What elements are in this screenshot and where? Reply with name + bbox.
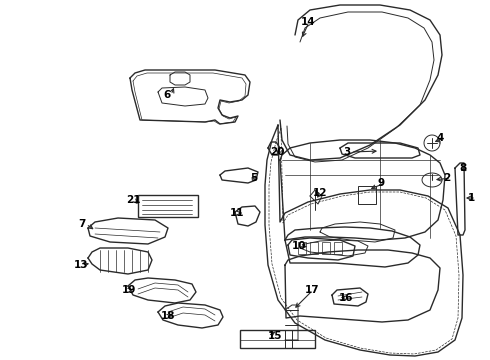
- Bar: [358, 186, 376, 204]
- Text: 8: 8: [459, 163, 466, 173]
- Text: 2: 2: [443, 173, 450, 183]
- Text: 4: 4: [436, 133, 443, 143]
- Text: 9: 9: [377, 178, 384, 188]
- Text: 13: 13: [74, 260, 89, 270]
- Text: 18: 18: [161, 311, 175, 321]
- Text: 15: 15: [268, 331, 283, 341]
- Text: 17: 17: [305, 285, 319, 295]
- Text: 14: 14: [301, 17, 316, 27]
- Text: 7: 7: [78, 219, 85, 229]
- Text: 11: 11: [230, 208, 245, 218]
- Text: 21: 21: [126, 195, 141, 205]
- Text: 6: 6: [163, 90, 170, 100]
- Text: 12: 12: [313, 188, 327, 198]
- Bar: [310, 242, 318, 254]
- Text: 1: 1: [468, 193, 475, 203]
- Bar: [138, 195, 198, 217]
- Text: 5: 5: [250, 173, 257, 183]
- Text: 3: 3: [343, 147, 350, 157]
- Text: 10: 10: [292, 241, 307, 251]
- Bar: [240, 330, 315, 348]
- Bar: [298, 242, 306, 254]
- Text: 19: 19: [122, 285, 136, 295]
- Text: 16: 16: [339, 293, 353, 303]
- Bar: [334, 242, 342, 254]
- Text: 20: 20: [270, 147, 285, 157]
- Bar: [322, 242, 330, 254]
